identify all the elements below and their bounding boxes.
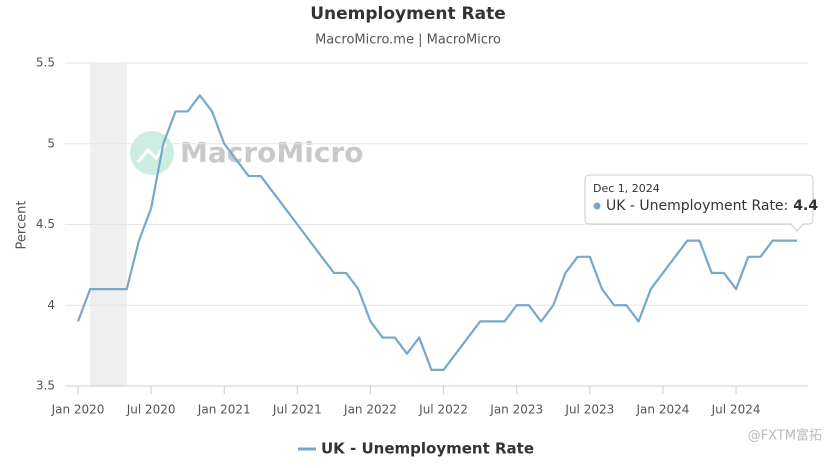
tooltip-date: Dec 1, 2024 [593, 182, 660, 195]
tooltip-value: 4.4 [793, 198, 818, 214]
x-tick-label: Jan 2020 [51, 403, 105, 417]
x-tick-label: Jul 2024 [711, 403, 761, 417]
x-tick-label: Jan 2024 [636, 403, 690, 417]
tooltip-box [584, 174, 814, 232]
legend-label: UK - Unemployment Rate [321, 440, 534, 458]
tooltip: Dec 1, 2024 UK - Unemployment Rate: 4.4 [584, 174, 818, 232]
line [76, 94, 797, 371]
y-tick-label: 5 [47, 136, 55, 150]
y-tick-label: 4.5 [36, 217, 55, 231]
corner-watermark: @FXTM富拓 [748, 428, 822, 444]
tooltip-marker [593, 202, 601, 210]
tooltip-text: UK - Unemployment Rate: 4.4 [606, 198, 818, 214]
x-tick-label: Jul 2023 [564, 403, 614, 417]
x-tick-label: Jul 2021 [272, 403, 322, 417]
y-tick-label: 4 [47, 298, 55, 312]
y-tick-label: 3.5 [36, 379, 55, 393]
x-tick-label: Jul 2020 [126, 403, 176, 417]
x-tick-label: Jul 2022 [418, 403, 468, 417]
y-tick-label: 5.5 [36, 56, 55, 70]
chart-subtitle: MacroMicro.me | MacroMicro [315, 33, 501, 48]
watermark: MacroMicro [180, 136, 364, 169]
chart-title: Unemployment Rate [310, 4, 506, 24]
x-tick-label: Jan 2021 [197, 403, 251, 417]
tooltip-label: UK - Unemployment Rate: [606, 198, 788, 214]
x-tick-label: Jan 2023 [489, 403, 543, 417]
watermark-logo [130, 131, 174, 175]
x-tick-label: Jan 2022 [343, 403, 397, 417]
y-axis-label: Percent [15, 201, 30, 250]
